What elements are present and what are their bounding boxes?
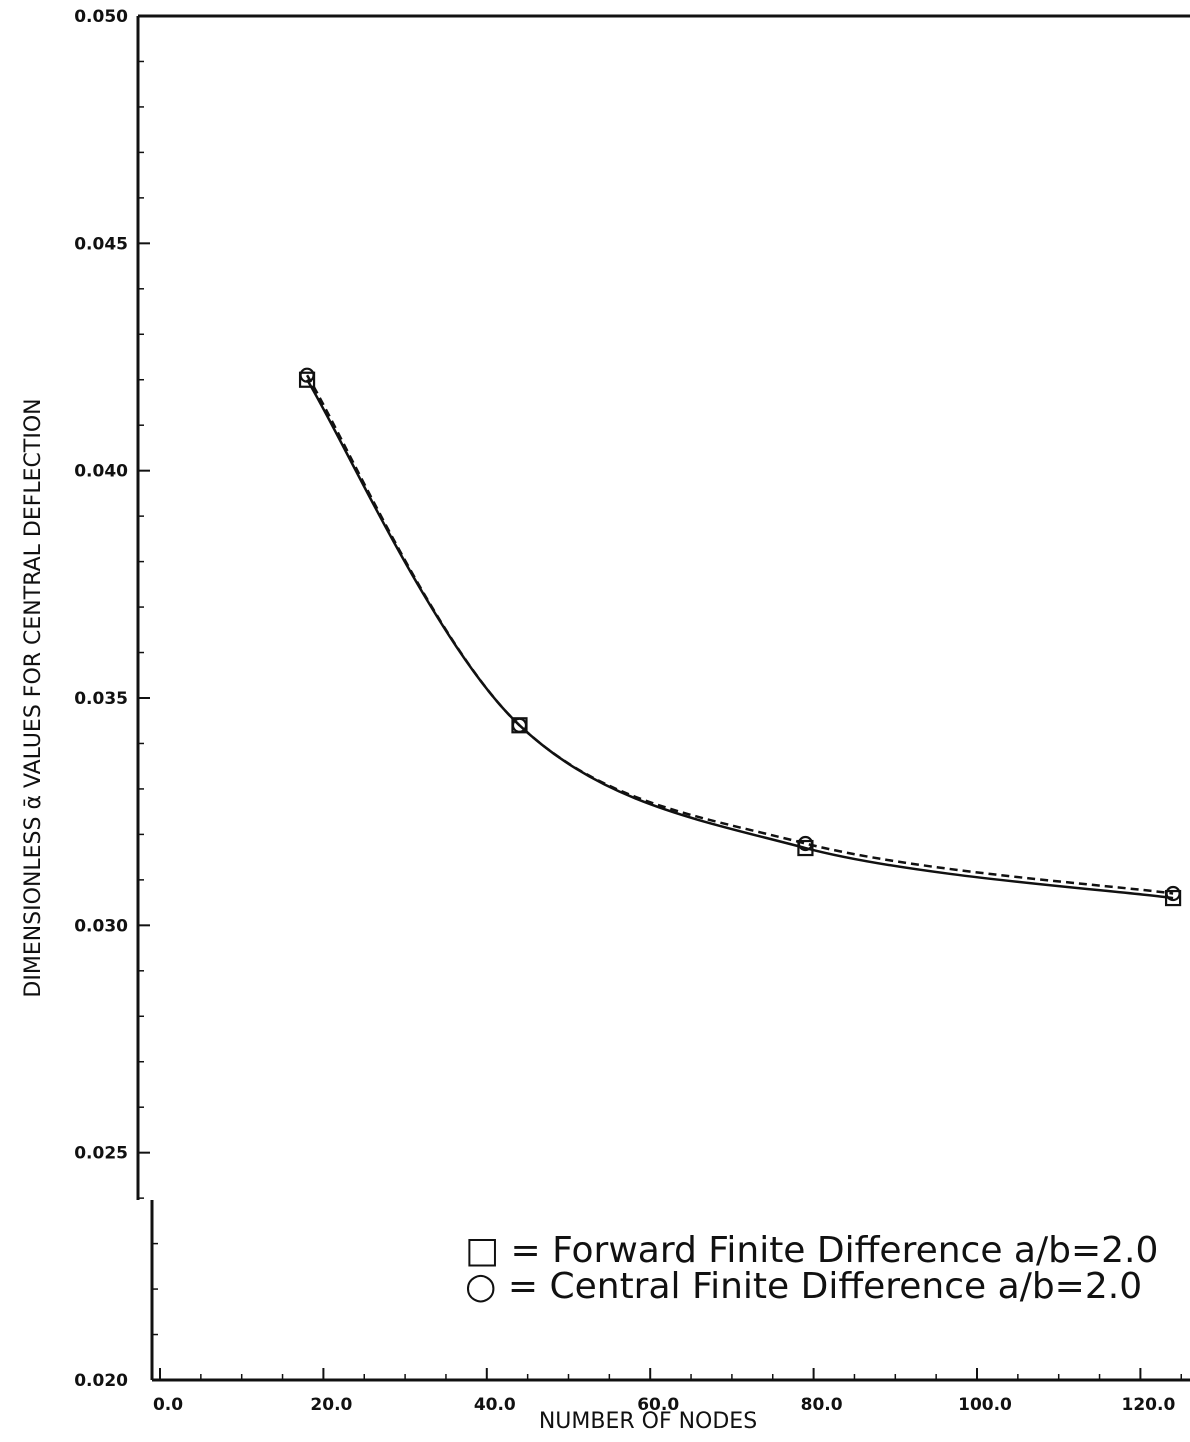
ticks: 0.020 0.025 0.030 0.035 0.040 0.045 0.050 0.0 20… xyxy=(74,7,1182,1415)
data-point-central xyxy=(511,717,528,733)
y-tick-label: 0.030 xyxy=(74,916,128,936)
x-tick-label: 20.0 xyxy=(310,1395,352,1415)
data-point-forward xyxy=(797,839,814,857)
legend-entry-forward: □ = Forward Finite Difference a/b=2.0 xyxy=(465,1230,1158,1271)
x-tick-label: 100.0 xyxy=(958,1395,1012,1415)
y-axis-title: DIMENSIONLESS ᾱ VALUES FOR CENTRAL DEFLE… xyxy=(21,398,46,997)
y-tick-label: 0.035 xyxy=(74,689,128,709)
series-line-central xyxy=(305,374,1174,895)
data-point-central xyxy=(797,835,814,852)
legend-entry-central: ○ = Central Finite Difference a/b=2.0 xyxy=(465,1266,1142,1307)
data-point-forward xyxy=(298,371,316,388)
y-tick-label: 0.045 xyxy=(74,234,128,254)
x-tick-label: 120.0 xyxy=(1122,1395,1176,1415)
series-lines xyxy=(305,374,1174,900)
legend: □ = Forward Finite Difference a/b=2.0 ○ … xyxy=(465,1230,1158,1307)
y-tick-label: 0.050 xyxy=(74,7,128,27)
data-point-central xyxy=(1165,885,1181,902)
data-point-central xyxy=(299,367,315,383)
x-tick-label: 40.0 xyxy=(474,1395,516,1415)
y-tick-label: 0.040 xyxy=(74,462,128,482)
x-axis-title: NUMBER OF NODES xyxy=(539,1409,757,1434)
y-tick-label: 0.025 xyxy=(74,1144,128,1164)
x-tick-label: 80.0 xyxy=(801,1395,843,1415)
y-tick-label: 0.020 xyxy=(74,1371,128,1391)
markers xyxy=(298,367,1182,907)
series-line-forward xyxy=(305,379,1174,900)
axes xyxy=(136,14,1190,1382)
data-point-forward xyxy=(1164,889,1182,907)
x-tick-label: 60.0 xyxy=(637,1395,679,1415)
x-tick-label: 0.0 xyxy=(153,1395,183,1415)
